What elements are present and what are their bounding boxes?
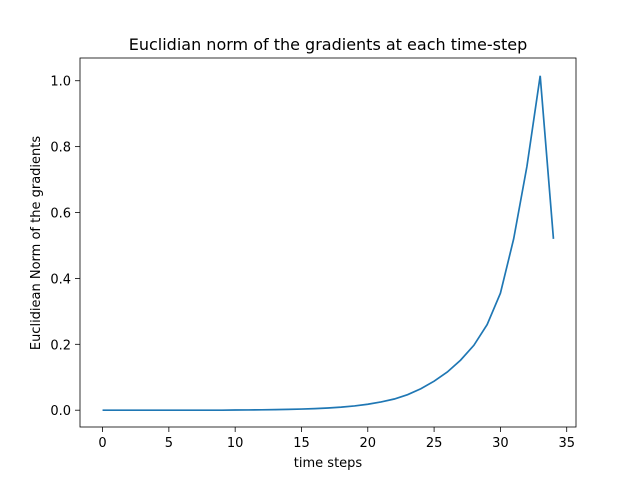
y-tick-label: 1.0 xyxy=(50,75,71,90)
y-tick-label: 0.8 xyxy=(50,141,71,156)
plot-frame xyxy=(79,57,577,428)
chart-title: Euclidian norm of the gradients at each … xyxy=(129,35,528,54)
x-tick-label: 10 xyxy=(227,436,244,451)
y-axis: 0.0 0.2 0.4 0.6 0.8 1.0 xyxy=(50,75,80,419)
plot-area xyxy=(79,57,577,428)
x-tick-label: 35 xyxy=(558,436,575,451)
x-tick-label: 5 xyxy=(165,436,173,451)
x-tick-label: 0 xyxy=(98,436,106,451)
series-line xyxy=(102,75,555,412)
x-tick-label: 25 xyxy=(426,436,443,451)
y-tick-label: 0.4 xyxy=(50,272,71,287)
x-tick-label: 20 xyxy=(360,436,377,451)
y-tick-label: 0.2 xyxy=(50,338,71,353)
y-axis-label: Euclidiean Norm of the gradients xyxy=(29,136,44,351)
y-tick-label: 0.6 xyxy=(50,207,71,222)
x-axis-label: time steps xyxy=(294,456,363,471)
x-axis: 0 5 10 15 20 25 30 35 xyxy=(98,427,575,451)
y-tick-label: 0.0 xyxy=(50,404,71,419)
x-tick-label: 30 xyxy=(492,436,509,451)
x-tick-label: 15 xyxy=(293,436,310,451)
